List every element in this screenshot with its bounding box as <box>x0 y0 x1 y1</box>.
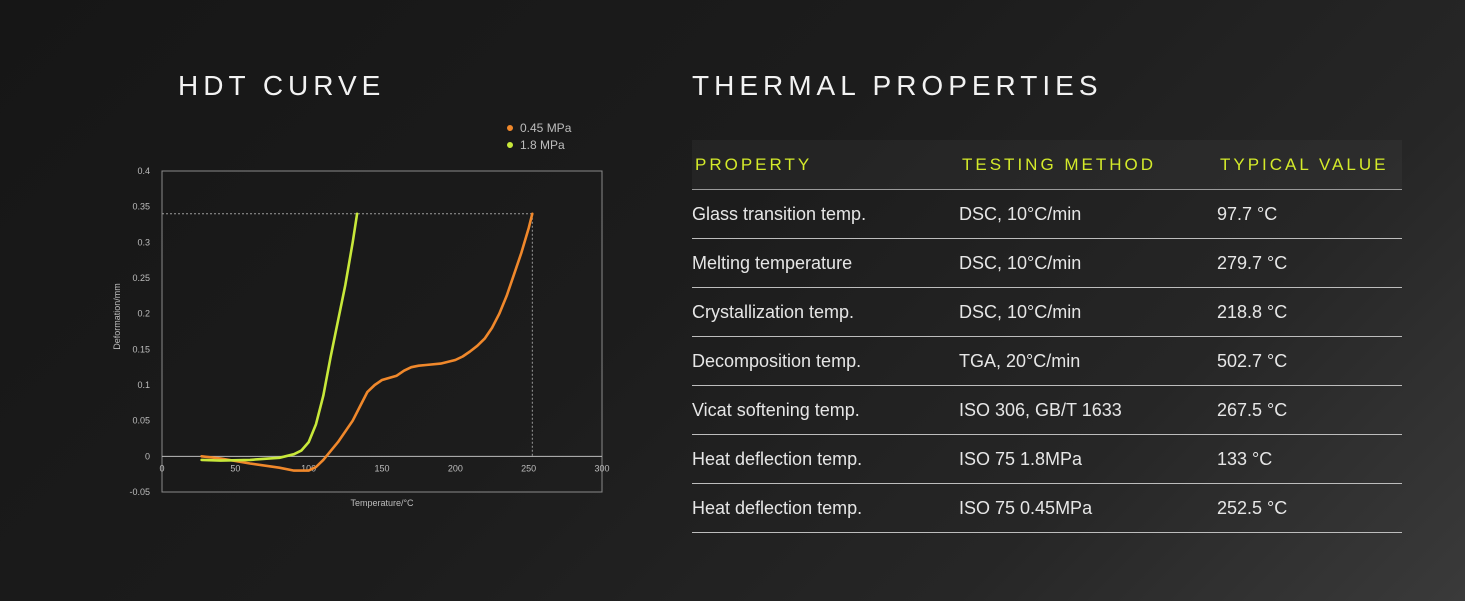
cell-property: Glass transition temp. <box>692 189 959 239</box>
cell-testing-method: DSC, 10°C/min <box>959 238 1217 288</box>
cell-property: Melting temperature <box>692 238 959 288</box>
cell-property: Heat deflection temp. <box>692 434 959 484</box>
series-line-1-8-mpa <box>200 212 359 462</box>
x-tick-label: 200 <box>448 463 463 473</box>
y-axis-label: Deformation/mm <box>112 283 122 350</box>
thermal-properties-table: PROPERTY TESTING METHOD TYPICAL VALUE Gl… <box>692 140 1402 533</box>
y-tick-label: 0.3 <box>137 237 150 247</box>
cell-testing-method: ISO 75 1.8MPa <box>959 434 1217 484</box>
table-row: Vicat softening temp. ISO 306, GB/T 1633… <box>692 385 1402 435</box>
hdt-curve-chart: 0.4 0.35 0.3 0.25 0.2 0.15 0.1 0.05 0 -0.05 0 50 100… <box>112 121 610 508</box>
x-tick-label: 50 <box>230 463 240 473</box>
cell-property: Decomposition temp. <box>692 336 959 386</box>
table-row: Glass transition temp. DSC, 10°C/min 97.… <box>692 189 1402 239</box>
y-tick-label: 0.35 <box>132 202 150 212</box>
cell-typical-value: 267.5 °C <box>1217 385 1402 435</box>
header-property: PROPERTY <box>692 140 959 190</box>
cell-testing-method: ISO 306, GB/T 1633 <box>959 385 1217 435</box>
cell-property: Heat deflection temp. <box>692 483 959 533</box>
y-tick-label: -0.05 <box>129 487 150 497</box>
table-row: Decomposition temp. TGA, 20°C/min 502.7 … <box>692 336 1402 386</box>
y-tick-label: 0.4 <box>137 166 150 176</box>
y-tick-label: 0.15 <box>132 344 150 354</box>
legend-label: 1.8 MPa <box>520 138 565 152</box>
y-tick-label: 0.1 <box>137 380 150 390</box>
cell-typical-value: 218.8 °C <box>1217 287 1402 337</box>
series-line-0-45-mpa <box>200 212 534 472</box>
y-tick-label: 0.2 <box>137 309 150 319</box>
x-tick-label: 100 <box>301 463 316 473</box>
cell-testing-method: TGA, 20°C/min <box>959 336 1217 386</box>
table-row: Crystallization temp. DSC, 10°C/min 218.… <box>692 287 1402 337</box>
y-tick-label: 0 <box>145 451 150 461</box>
legend-marker <box>507 142 513 148</box>
table-row: Melting temperature DSC, 10°C/min 279.7 … <box>692 238 1402 288</box>
table-row: Heat deflection temp. ISO 75 0.45MPa 252… <box>692 483 1402 533</box>
table-header-row: PROPERTY TESTING METHOD TYPICAL VALUE <box>692 140 1402 190</box>
cell-property: Crystallization temp. <box>692 287 959 337</box>
x-tick-label: 300 <box>594 463 609 473</box>
cell-property: Vicat softening temp. <box>692 385 959 435</box>
cell-testing-method: DSC, 10°C/min <box>959 189 1217 239</box>
cell-testing-method: DSC, 10°C/min <box>959 287 1217 337</box>
cell-typical-value: 279.7 °C <box>1217 238 1402 288</box>
cell-typical-value: 502.7 °C <box>1217 336 1402 386</box>
y-tick-label: 0.05 <box>132 416 150 426</box>
y-tick-label: 0.25 <box>132 273 150 283</box>
cell-typical-value: 252.5 °C <box>1217 483 1402 533</box>
legend-marker <box>507 125 513 131</box>
hdt-curve-title: HDT CURVE <box>178 70 386 101</box>
plot-frame <box>161 170 603 493</box>
header-testing-method: TESTING METHOD <box>959 140 1217 190</box>
x-axis-label: Temperature/°C <box>350 498 414 508</box>
legend-label: 0.45 MPa <box>520 121 572 135</box>
cell-testing-method: ISO 75 0.45MPa <box>959 483 1217 533</box>
x-tick-label: 150 <box>374 463 389 473</box>
cell-typical-value: 133 °C <box>1217 434 1402 484</box>
thermal-properties-title: THERMAL PROPERTIES <box>692 70 1103 101</box>
header-typical-value: TYPICAL VALUE <box>1217 140 1402 190</box>
x-tick-label: 250 <box>521 463 536 473</box>
table-row: Heat deflection temp. ISO 75 1.8MPa 133 … <box>692 434 1402 484</box>
cell-typical-value: 97.7 °C <box>1217 189 1402 239</box>
x-tick-label: 0 <box>159 463 164 473</box>
